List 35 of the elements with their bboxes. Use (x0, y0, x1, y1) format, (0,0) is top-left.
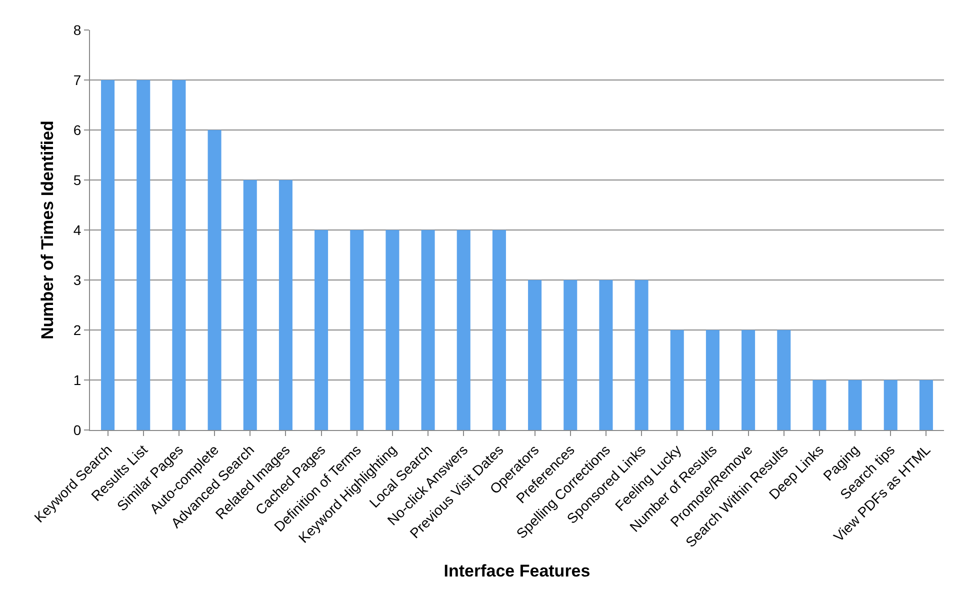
y-tick-label: 0 (73, 422, 82, 438)
bar (243, 180, 257, 430)
y-tick-label: 5 (73, 172, 82, 188)
bar (884, 380, 898, 430)
bar (812, 380, 826, 430)
bar (564, 280, 578, 430)
x-axis-title: Interface Features (444, 562, 590, 581)
y-axis-title: Number of Times Identified (38, 120, 57, 340)
y-tick-label: 6 (73, 122, 82, 138)
bar (172, 80, 186, 430)
y-tick-label: 2 (73, 322, 82, 338)
bar (848, 380, 862, 430)
y-tick-label: 8 (73, 22, 82, 38)
bar (599, 280, 613, 430)
bar (742, 330, 756, 430)
bar (706, 330, 720, 430)
bar (634, 280, 648, 430)
bar (421, 230, 435, 430)
bar (350, 230, 364, 430)
bar (101, 80, 115, 430)
bar (670, 330, 684, 430)
y-tick-label: 3 (73, 272, 82, 288)
bar (456, 230, 470, 430)
y-tick-label: 4 (73, 222, 82, 238)
bar (919, 380, 933, 430)
y-tick-label: 7 (73, 72, 82, 88)
bar (278, 180, 292, 430)
bar (314, 230, 328, 430)
bar (777, 330, 791, 430)
bar (208, 130, 222, 430)
bar (386, 230, 400, 430)
y-tick-label: 1 (73, 372, 82, 388)
bar (136, 80, 150, 430)
bar (492, 230, 506, 430)
bar (528, 280, 542, 430)
